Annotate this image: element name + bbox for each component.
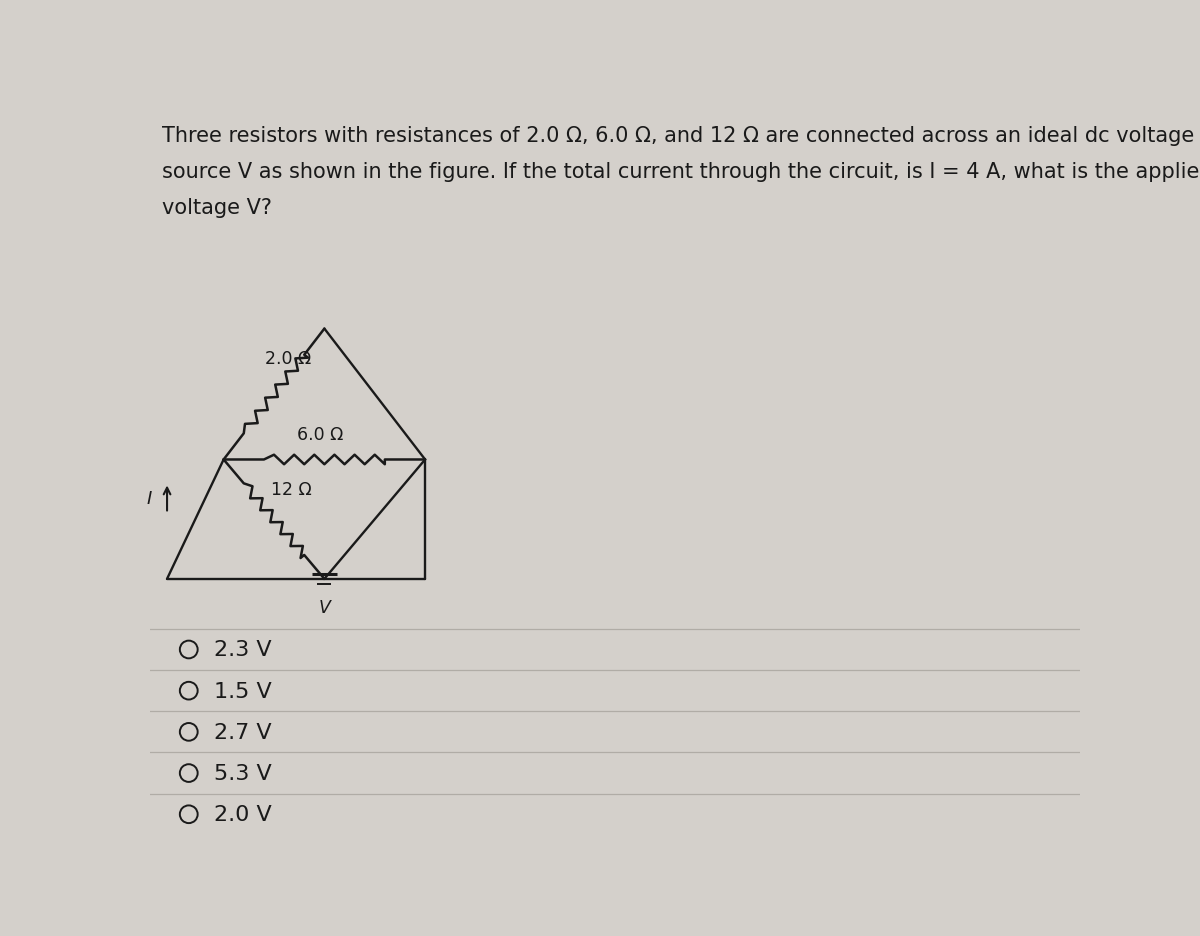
Text: source V as shown in the figure. If the total current through the circuit, is I : source V as shown in the figure. If the …	[162, 162, 1200, 182]
Text: 5.3 V: 5.3 V	[214, 763, 271, 783]
Text: 6.0 Ω: 6.0 Ω	[298, 425, 343, 443]
Text: Three resistors with resistances of 2.0 Ω, 6.0 Ω, and 12 Ω are connected across : Three resistors with resistances of 2.0 …	[162, 125, 1194, 145]
Text: 1.5 V: 1.5 V	[214, 681, 271, 701]
Text: 2.7 V: 2.7 V	[214, 722, 271, 742]
Text: I: I	[146, 490, 151, 507]
Text: V: V	[318, 598, 330, 617]
Text: 12 Ω: 12 Ω	[271, 480, 312, 498]
Text: 2.0 V: 2.0 V	[214, 804, 271, 825]
Text: 2.0 Ω: 2.0 Ω	[265, 350, 311, 368]
Text: 2.3 V: 2.3 V	[214, 640, 271, 660]
Text: voltage V?: voltage V?	[162, 197, 271, 218]
